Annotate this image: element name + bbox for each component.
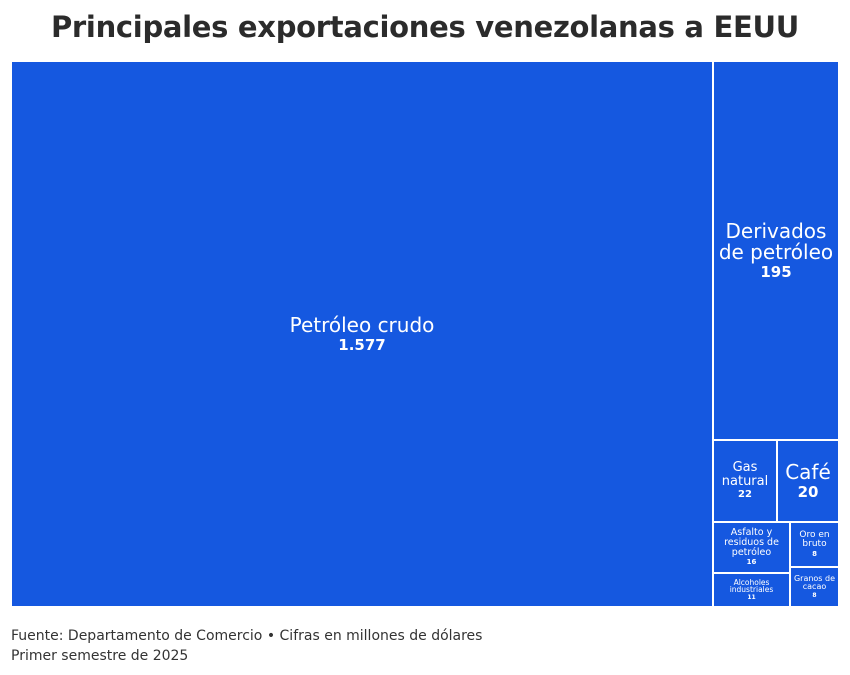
tile-value: 1.577 xyxy=(338,335,386,354)
tile-label: Café xyxy=(785,459,831,484)
tile-value: 20 xyxy=(797,482,819,501)
tile-petroleo-crudo: Petróleo crudo 1.577 xyxy=(11,61,713,607)
tile-derivados-de-petroleo: Derivados de petróleo 195 xyxy=(713,61,839,440)
tile-label: Gas natural xyxy=(721,460,769,489)
tile-label: Granos de cacao xyxy=(793,574,836,592)
tile-asfalto-y-residuos: Asfalto y residuos de petróleo 16 xyxy=(713,522,790,573)
tile-gas-natural: Gas natural 22 xyxy=(713,440,777,522)
tile-label: Oro en bruto xyxy=(799,529,830,550)
tile-label: Alcoholes industriales xyxy=(729,577,774,595)
tile-value: 8 xyxy=(812,591,817,599)
tile-value: 11 xyxy=(747,594,756,602)
source-note: Fuente: Departamento de Comercio • Cifra… xyxy=(11,626,482,666)
tile-value: 8 xyxy=(812,549,817,558)
tile-cafe: Café 20 xyxy=(777,440,839,522)
period-line: Primer semestre de 2025 xyxy=(11,648,189,664)
source-line: Fuente: Departamento de Comercio • Cifra… xyxy=(11,628,483,644)
chart-title: Principales exportaciones venezolanas a … xyxy=(50,10,800,44)
tile-label: Petróleo crudo xyxy=(289,312,435,337)
tile-granos-de-cacao: Granos de cacao 8 xyxy=(790,567,839,607)
tile-value: 195 xyxy=(760,262,792,281)
tile-alcoholes-industriales: Alcoholes industriales 11 xyxy=(713,573,790,607)
tile-value: 16 xyxy=(746,558,757,567)
tile-label: Derivados de petróleo xyxy=(718,218,834,264)
tile-label: Asfalto y residuos de petróleo xyxy=(724,527,779,559)
treemap: Petróleo crudo 1.577 Derivados de petróleo… xyxy=(11,61,839,607)
tile-value: 22 xyxy=(738,488,752,500)
tile-oro-en-bruto: Oro en bruto 8 xyxy=(790,522,839,567)
